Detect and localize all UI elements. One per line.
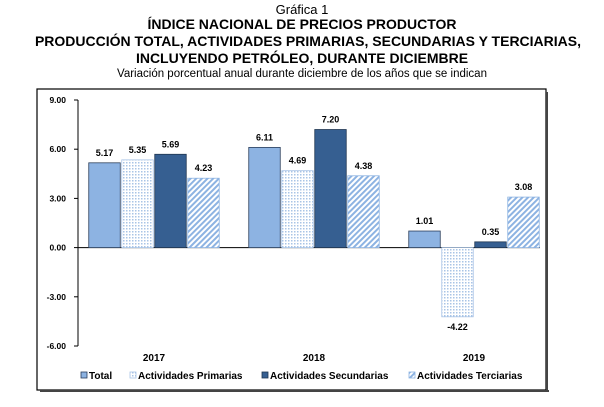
y-tick-label: -6.00	[47, 341, 67, 351]
bar-actividades-secundarias	[474, 241, 507, 249]
y-tick-label: 9.00	[49, 95, 66, 105]
legend-label: Actividades Terciarias	[417, 371, 523, 382]
bar-actividades-terciarias	[187, 177, 220, 248]
bar-total	[408, 230, 441, 248]
data-label: 1.01	[416, 216, 434, 226]
legend-swatch	[408, 371, 416, 379]
legend-label: Total	[89, 371, 112, 382]
bar-actividades-secundarias	[314, 129, 347, 249]
chart-title-line3: INCLUYENDO PETRÓLEO, DURANTE DICIEMBRE	[135, 50, 469, 66]
chart-subtitle: Variación porcentual anual durante dicie…	[117, 68, 487, 80]
data-label: 5.17	[96, 148, 114, 158]
legend-swatch	[80, 371, 88, 379]
bar-total	[248, 146, 281, 248]
bar-total	[88, 162, 121, 248]
bar-actividades-primarias	[121, 159, 154, 248]
legend-swatch	[261, 371, 269, 379]
data-label: -4.22	[447, 322, 468, 332]
bar-actividades-primarias	[441, 247, 474, 318]
bar-actividades-secundarias	[154, 153, 187, 248]
chart-title-line2: PRODUCCIÓN TOTAL, ACTIVIDADES PRIMARIAS,…	[34, 33, 582, 49]
data-label: 4.69	[289, 156, 307, 166]
data-label: 4.38	[355, 161, 373, 171]
y-tick-label: 6.00	[49, 144, 66, 154]
x-tick-label: 2018	[303, 353, 326, 364]
data-label: 7.20	[322, 115, 340, 125]
legend-swatch	[129, 371, 137, 379]
legend-label: Actividades Secundarias	[270, 371, 389, 382]
chart-title: ÍNDICE NACIONAL DE PRECIOS PRODUCTOR	[147, 16, 457, 32]
data-label: 6.11	[256, 132, 273, 142]
data-label: 5.35	[129, 145, 147, 155]
bar-actividades-terciarias	[507, 196, 540, 248]
legend-label: Actividades Primarias	[138, 371, 243, 382]
x-tick-label: 2017	[143, 353, 166, 364]
bar-actividades-terciarias	[347, 175, 380, 249]
data-label: 5.69	[162, 139, 180, 149]
data-label: 3.08	[515, 182, 533, 192]
y-tick-label: -3.00	[47, 292, 67, 302]
data-label: 4.23	[195, 163, 213, 173]
y-tick-label: 0.00	[49, 243, 66, 253]
x-tick-label: 2019	[463, 353, 486, 364]
y-tick-label: 3.00	[49, 193, 66, 203]
data-label: 0.35	[482, 227, 500, 237]
bar-actividades-primarias	[281, 170, 314, 249]
chart-label: Gráfica 1	[275, 2, 329, 17]
